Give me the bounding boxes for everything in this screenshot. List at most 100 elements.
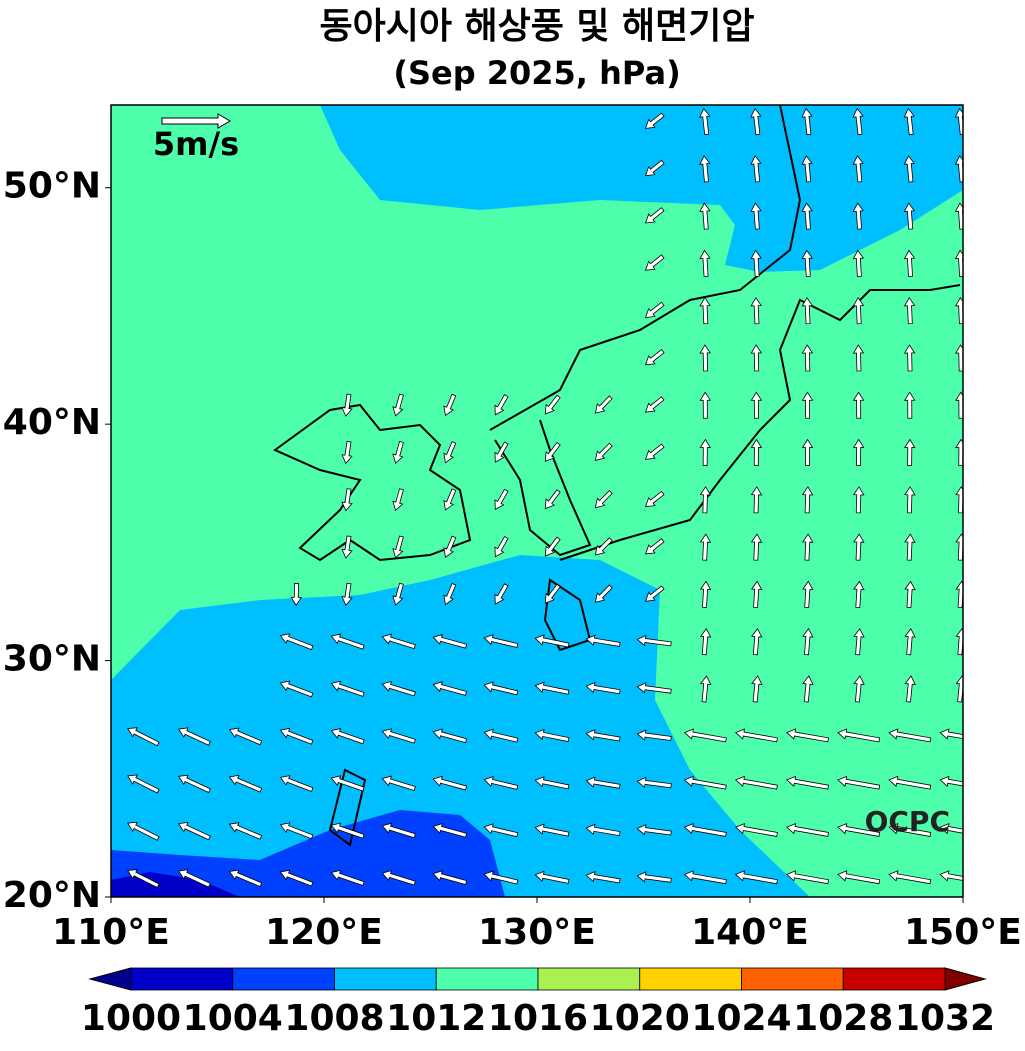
wind-arrow-body [636, 823, 672, 836]
wind-arrow [699, 202, 711, 230]
wind-arrow [888, 870, 932, 885]
wind-arrow-body [699, 580, 712, 608]
wind-arrow-body [544, 394, 561, 415]
wind-arrow-body [683, 870, 727, 885]
wind-arrow-body [534, 870, 570, 884]
wind-arrow-body [939, 775, 963, 790]
wind-arrow [381, 870, 416, 886]
wind-arrow-body [750, 438, 763, 466]
wind-arrow-body [786, 822, 830, 837]
wind-arrow-body [683, 822, 727, 837]
wind-arrow-body [904, 533, 916, 561]
wind-arrow [290, 582, 302, 607]
wind-arrow-body [177, 774, 211, 794]
y-tick-label: 40°N [3, 402, 101, 443]
wind-arrow-body [177, 821, 211, 841]
wind-arrow [544, 489, 561, 510]
wind-arrow [853, 580, 865, 608]
wind-arrow [683, 728, 727, 743]
wind-arrow-body [751, 627, 763, 656]
wind-arrow [544, 583, 561, 604]
wind-arrow [751, 627, 763, 656]
wind-arrow-body [534, 823, 570, 837]
wind-arrow [888, 775, 932, 790]
wind-arrow [585, 634, 621, 647]
colorbar-bin [639, 967, 742, 991]
wind-arrow [786, 775, 830, 790]
wind-arrow-body [644, 443, 665, 460]
wind-arrow-body [594, 442, 613, 461]
wind-arrow-body [903, 296, 916, 325]
wind-arrow [177, 821, 211, 841]
wind-arrow-body [852, 391, 865, 419]
wind-arrow-body [699, 391, 711, 419]
wind-arrow-body [852, 155, 864, 183]
wind-arrow [594, 395, 613, 414]
wind-arrow [228, 727, 263, 746]
wind-arrow [381, 822, 416, 839]
wind-arrow-body [888, 775, 932, 790]
y-tick-label: 30°N [3, 639, 101, 680]
wind-arrow-body [939, 870, 963, 885]
wind-arrow [127, 821, 160, 841]
wind-arrow-body [432, 870, 468, 885]
wind-arrow-body [483, 634, 519, 649]
wind-arrow [432, 775, 468, 791]
wind-arrow-body [392, 582, 404, 606]
wind-arrow-body [330, 822, 365, 839]
wind-arrow-body [751, 675, 763, 703]
wind-arrow [636, 634, 672, 647]
wind-arrow [432, 681, 468, 696]
wind-arrow [955, 675, 963, 703]
wind-arrow [903, 296, 916, 325]
colorbar-label: 1020 [590, 998, 690, 1039]
wind-arrow [177, 774, 211, 794]
wind-arrow [483, 870, 519, 885]
wind-arrow [585, 776, 621, 789]
wind-arrow-body [585, 729, 621, 742]
wind-arrow-body [330, 869, 365, 887]
wind-arrow [279, 680, 314, 698]
wind-arrow-body [852, 202, 864, 230]
y-tick-label: 50°N [3, 166, 101, 207]
wind-arrow-body [699, 533, 712, 561]
wind-arrow-body [644, 207, 665, 224]
wind-arrow-body [903, 155, 916, 183]
wind-arrow-body [636, 634, 672, 647]
wind-arrow [644, 301, 665, 319]
wind-arrow-body [594, 395, 613, 414]
wind-arrow-body [750, 202, 762, 230]
wind-arrow [852, 202, 864, 230]
wind-arrow [802, 533, 814, 561]
colorbar-bin [537, 967, 641, 991]
wind-arrow [852, 107, 864, 136]
wind-arrow-body [585, 871, 621, 884]
wind-arrow-body [786, 870, 830, 885]
wind-arrow [699, 107, 711, 136]
wind-arrow-body [734, 775, 778, 790]
wind-arrow [903, 107, 915, 136]
wind-arrow-body [483, 728, 519, 743]
wind-arrow [683, 822, 727, 837]
wind-arrow-body [381, 870, 416, 886]
wind-arrow [432, 823, 468, 838]
wind-arrow-body [494, 441, 509, 463]
wind-arrow-body [392, 488, 404, 512]
wind-arrow [904, 486, 916, 514]
wind-arrow [534, 728, 570, 743]
wind-arrow-body [534, 776, 570, 790]
wind-arrow [330, 775, 365, 792]
wind-arrow [939, 822, 963, 837]
wind-arrow [483, 823, 519, 838]
wind-arrow-body [750, 107, 762, 136]
wind-arrow-body [903, 107, 915, 136]
wind-arrow-body [837, 775, 881, 790]
wind-arrow-body [594, 489, 613, 509]
wind-arrow [734, 728, 778, 743]
wind-arrow-body [904, 438, 916, 466]
reference-arrow [161, 113, 231, 129]
wind-arrow-body [903, 391, 916, 419]
wind-arrow-body [888, 870, 932, 885]
wind-arrow-body [699, 249, 711, 277]
